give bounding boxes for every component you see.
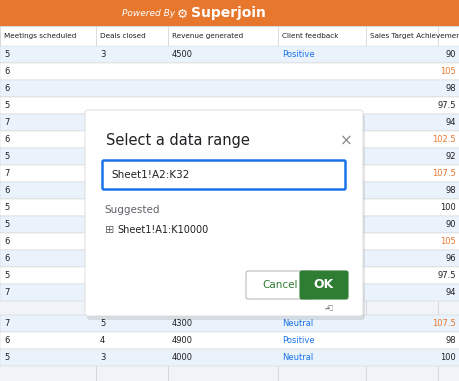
Text: 6: 6 [4, 237, 9, 246]
Text: 4900: 4900 [172, 336, 193, 345]
Bar [0, 349, 459, 366]
Bar [0, 0, 459, 26]
Text: Positive: Positive [281, 336, 314, 345]
Text: ×: × [339, 133, 352, 149]
Text: 5: 5 [4, 271, 9, 280]
Text: 3: 3 [100, 353, 105, 362]
Bar [0, 46, 459, 63]
Text: 107.5: 107.5 [431, 319, 455, 328]
Text: 98: 98 [444, 186, 455, 195]
Bar [0, 63, 459, 80]
Bar [0, 148, 459, 165]
FancyBboxPatch shape [85, 110, 362, 316]
Bar [0, 165, 459, 182]
Bar [0, 182, 459, 199]
Text: Select a data range: Select a data range [106, 133, 249, 149]
Text: 94: 94 [444, 118, 455, 127]
FancyBboxPatch shape [87, 114, 364, 320]
Bar [0, 26, 459, 46]
Text: 5: 5 [4, 152, 9, 161]
Text: 5: 5 [4, 50, 9, 59]
Text: Client feedback: Client feedback [281, 33, 338, 39]
Bar [0, 97, 459, 114]
Bar [0, 114, 459, 131]
Bar [0, 80, 459, 97]
Text: 107.5: 107.5 [431, 169, 455, 178]
Text: ⚙: ⚙ [176, 8, 187, 21]
Text: 7: 7 [4, 288, 9, 297]
Text: 6: 6 [4, 336, 9, 345]
Text: 4300: 4300 [172, 319, 193, 328]
Bar [0, 315, 459, 332]
Text: 98: 98 [444, 336, 455, 345]
Text: 6: 6 [4, 254, 9, 263]
Text: 5: 5 [4, 220, 9, 229]
Text: 92: 92 [444, 152, 455, 161]
Bar [0, 233, 459, 250]
Text: 6: 6 [4, 67, 9, 76]
Text: Revenue generated: Revenue generated [172, 33, 243, 39]
Text: Sales Target Achievement: Sales Target Achievement [369, 33, 459, 39]
Text: 3: 3 [100, 50, 105, 59]
FancyBboxPatch shape [299, 271, 347, 299]
Bar [0, 267, 459, 284]
Text: 100: 100 [439, 203, 455, 212]
Bar [0, 131, 459, 148]
Text: 4000: 4000 [172, 353, 193, 362]
Text: 97.5: 97.5 [437, 271, 455, 280]
Text: Neutral: Neutral [281, 319, 313, 328]
Text: Sheet1!A2:K32: Sheet1!A2:K32 [111, 170, 189, 180]
Text: 4: 4 [100, 336, 105, 345]
Bar [0, 250, 459, 267]
Text: Neutral: Neutral [281, 353, 313, 362]
Text: 105: 105 [439, 67, 455, 76]
Text: Cancel: Cancel [262, 280, 297, 290]
Text: Powered By: Powered By [122, 8, 174, 18]
Text: Meetings scheduled: Meetings scheduled [4, 33, 76, 39]
Text: 100: 100 [439, 353, 455, 362]
Bar [0, 332, 459, 349]
Text: 105: 105 [439, 237, 455, 246]
FancyBboxPatch shape [102, 160, 345, 189]
Text: 6: 6 [4, 135, 9, 144]
Text: ☞: ☞ [321, 300, 331, 310]
Text: Superjoin: Superjoin [190, 6, 265, 20]
Text: Sheet1!A1:K10000: Sheet1!A1:K10000 [117, 225, 208, 235]
Text: 7: 7 [4, 169, 9, 178]
Text: 5: 5 [4, 203, 9, 212]
Text: 6: 6 [4, 186, 9, 195]
Text: 5: 5 [4, 101, 9, 110]
Text: 96: 96 [444, 254, 455, 263]
Text: 6: 6 [4, 84, 9, 93]
Text: 4500: 4500 [172, 50, 193, 59]
Text: 94: 94 [444, 288, 455, 297]
Text: 5: 5 [4, 353, 9, 362]
Text: 98: 98 [444, 84, 455, 93]
Bar [0, 216, 459, 233]
Text: 90: 90 [444, 220, 455, 229]
Text: Positive: Positive [281, 50, 314, 59]
Text: 102.5: 102.5 [431, 135, 455, 144]
Text: 5: 5 [100, 319, 105, 328]
Bar [0, 284, 459, 301]
Text: ⊞: ⊞ [105, 225, 114, 235]
Bar [0, 199, 459, 216]
Text: 97.5: 97.5 [437, 101, 455, 110]
Text: 7: 7 [4, 118, 9, 127]
Text: 90: 90 [444, 50, 455, 59]
Text: Deals closed: Deals closed [100, 33, 146, 39]
Text: OK: OK [313, 279, 333, 291]
Text: 7: 7 [4, 319, 9, 328]
FancyBboxPatch shape [246, 271, 313, 299]
Text: Suggested: Suggested [104, 205, 159, 215]
